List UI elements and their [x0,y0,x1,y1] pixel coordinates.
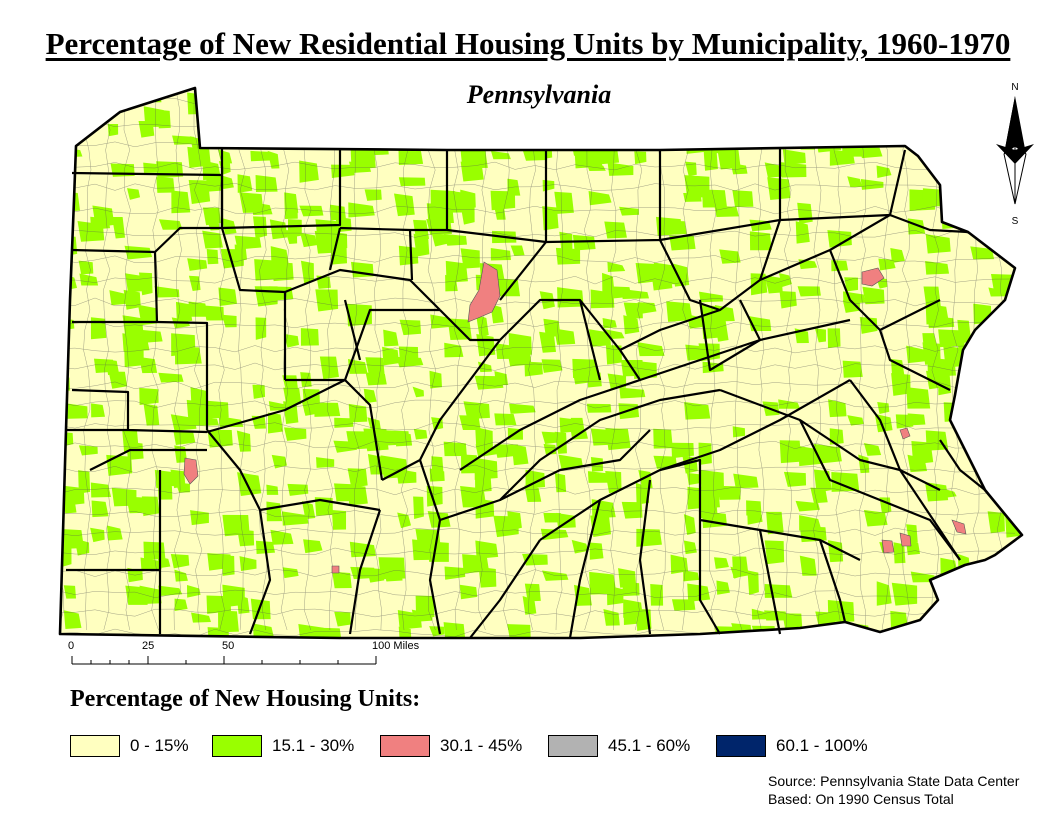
scale-label-0: 0 [68,640,75,652]
map-subtitle: Pennsylvania [466,80,612,109]
basis-line: Based: On 1990 Census Total [768,791,954,807]
legend-swatch [380,735,430,757]
legend-label: 60.1 - 100% [776,736,868,755]
south-label: S [1011,216,1019,227]
scale-label-100: 100 Miles [372,640,420,652]
scale-bar-line [71,656,377,665]
source-line: Source: Pennsylvania State Data Center [768,773,1020,789]
map-title: Percentage of New Residential Housing Un… [45,26,1011,61]
legend-label: 45.1 - 60% [608,736,691,755]
scale-label-50: 50 [222,640,235,652]
legend-swatch [70,735,120,757]
compass-icon [996,96,1034,205]
county-boundaries [66,148,986,639]
legend-swatch [716,735,766,757]
state-outline [58,86,1024,640]
scale-label-25: 25 [142,640,155,652]
legend-label: 15.1 - 30% [272,736,355,755]
legend-swatch [212,735,262,757]
north-label: N [1011,82,1019,93]
pennsylvania-map [58,86,1024,640]
legend-label: 0 - 15% [130,736,189,755]
scale-bar: 0 25 50 100 Miles [60,640,460,670]
legend-swatch [548,735,598,757]
legend-title: Percentage of New Housing Units: [70,686,421,712]
legend: 0 - 15% 15.1 - 30% 30.1 - 45% 45.1 - 60%… [70,735,970,761]
north-arrow: N S [990,80,1040,230]
pink-municipalities [183,261,967,574]
source-note: Source: Pennsylvania State Data Center B… [768,772,1019,808]
legend-label: 30.1 - 45% [440,736,523,755]
